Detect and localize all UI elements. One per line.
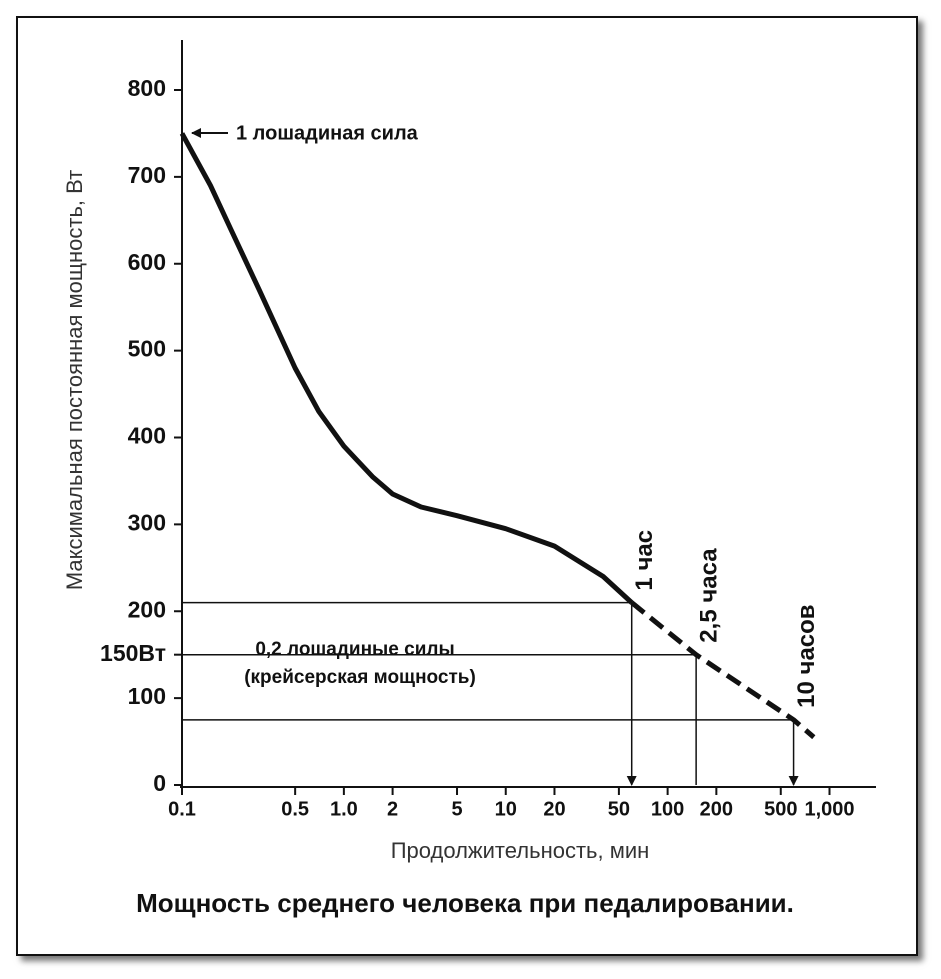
x-tick-label: 10 [495,798,517,820]
x-tick-label: 0.5 [281,798,309,820]
x-tick-label: 100 [651,798,684,820]
y-tick-label: 300 [128,509,166,535]
x-tick-label: 5 [451,798,462,820]
annotation: 1 лошадиная сила [236,122,419,144]
y-tick-label: 100 [128,683,166,709]
x-tick-label: 0.1 [168,798,196,820]
y-tick-label: 800 [128,75,166,101]
x-tick-label: 2 [387,798,398,820]
data-line [630,600,816,740]
x-tick-label: 1,000 [804,798,854,820]
marker-label: 1 час [631,530,658,591]
y-tick-label: 400 [128,423,166,449]
frame [16,16,918,956]
annotation: 0,2 лошадиные силы [255,639,454,660]
y-tick-label: 150Вт [100,640,166,666]
y-tick-label: 500 [128,336,166,362]
y-tick-label: 0 [153,770,166,796]
x-tick-label: 50 [608,798,630,820]
x-tick-label: 500 [764,798,797,820]
x-axis-label: Продолжительность, мин [391,838,650,863]
y-tick-label: 600 [128,249,166,275]
marker-label: 10 часов [793,604,820,707]
marker-label: 2,5 часа [695,548,722,643]
x-tick-label: 20 [543,798,565,820]
chart-title: Мощность среднего человека при педалиров… [136,888,794,918]
y-axis-label: Максимальная постоянная мощность, Вт [62,170,87,590]
x-tick-label: 1.0 [330,798,358,820]
annotation: (крейсерская мощность) [244,667,476,688]
data-line [179,132,634,605]
y-tick-label: 200 [128,596,166,622]
y-tick-label: 700 [128,162,166,188]
x-tick-label: 200 [700,798,733,820]
